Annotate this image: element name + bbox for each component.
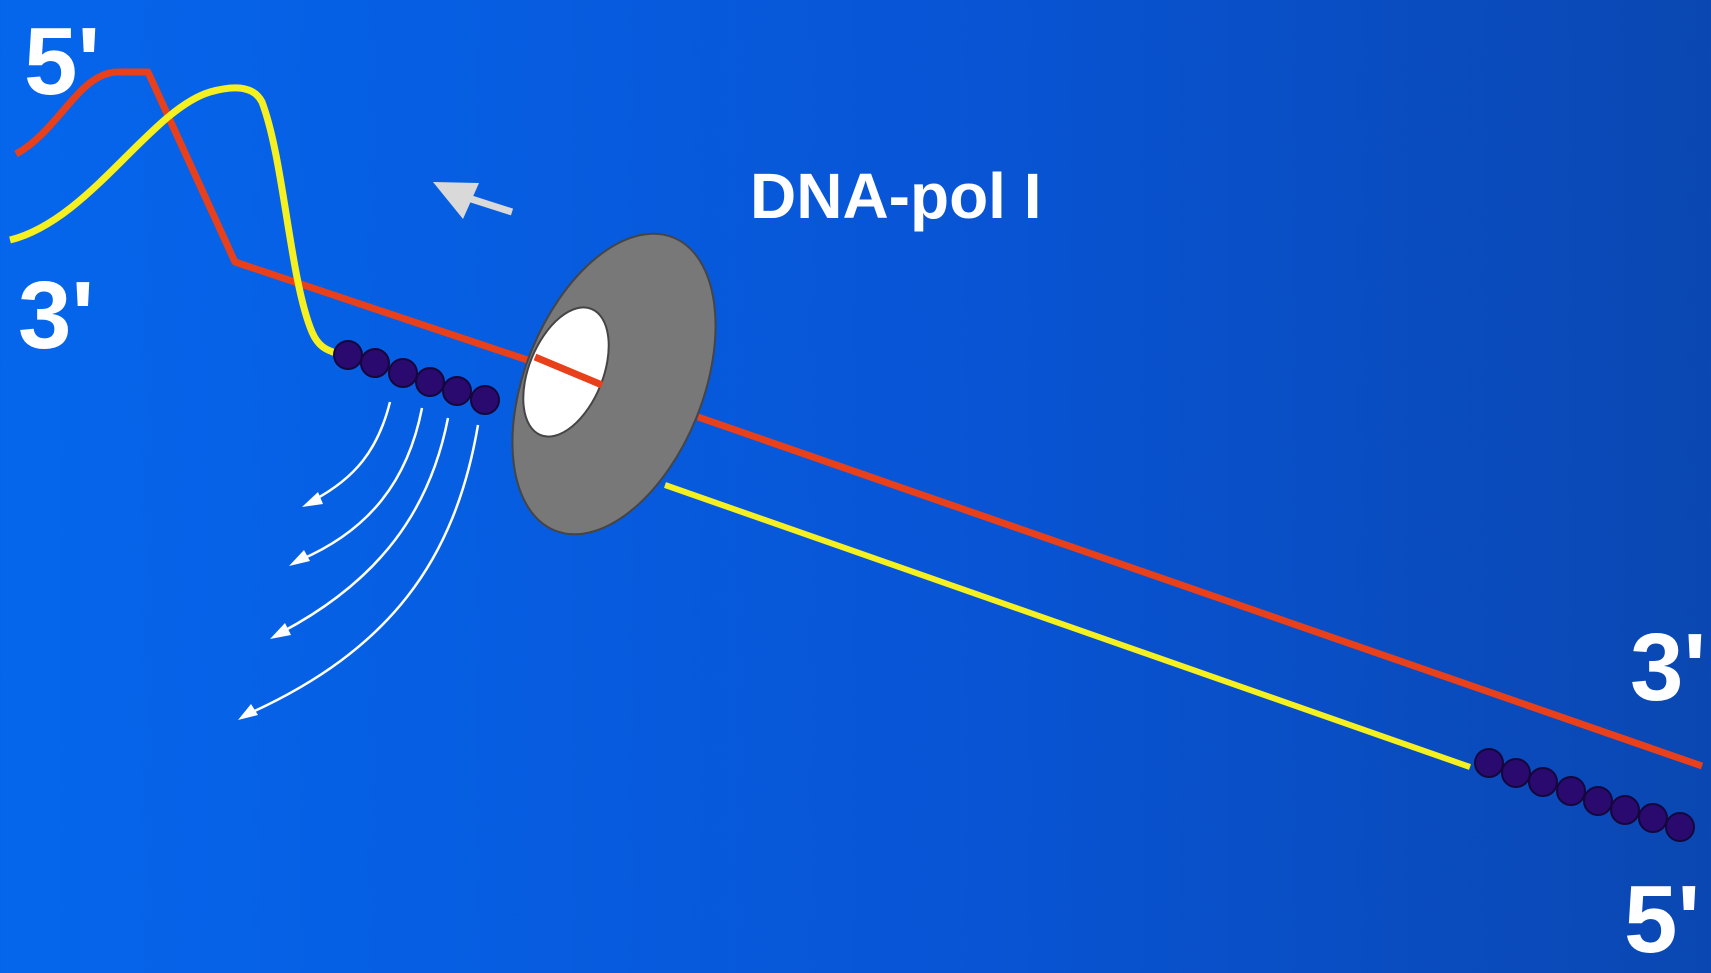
nucleotide bbox=[470, 385, 500, 415]
direction-arrow-icon bbox=[433, 182, 514, 219]
new-strand-right bbox=[664, 482, 1471, 770]
curved-arrow-icon bbox=[247, 424, 480, 716]
nucleotide-chain-left bbox=[333, 340, 500, 415]
nucleotide bbox=[360, 348, 390, 378]
arrowhead-icon bbox=[270, 623, 291, 639]
nucleotide bbox=[1610, 795, 1640, 825]
nucleotide bbox=[1665, 812, 1695, 842]
three-prime-top-left-label: 3' bbox=[18, 262, 95, 369]
nucleotide bbox=[442, 376, 472, 406]
nucleotide bbox=[333, 340, 363, 370]
five-prime-bottom-right-label: 5' bbox=[1624, 866, 1701, 973]
nucleotide bbox=[1638, 803, 1668, 833]
curved-arrow-icon bbox=[281, 417, 450, 634]
nucleotide-chain-right bbox=[1474, 748, 1695, 842]
nucleotide bbox=[388, 358, 418, 388]
nucleotide bbox=[1583, 786, 1613, 816]
template-strand-in-hole bbox=[533, 353, 604, 389]
nucleotide bbox=[1501, 758, 1531, 788]
enzyme-title: DNA-pol I bbox=[750, 160, 1042, 232]
five-prime-top-left-label: 5' bbox=[24, 8, 101, 115]
curved-arrow-icon bbox=[299, 407, 424, 562]
nucleotide bbox=[1528, 767, 1558, 797]
template-strand bbox=[14, 68, 604, 389]
curved-arrow-icon bbox=[313, 401, 392, 502]
nucleotide bbox=[1474, 748, 1504, 778]
new-strand-upper bbox=[9, 84, 338, 357]
arrowhead-icon bbox=[238, 704, 258, 720]
released-nucleotide-arrows bbox=[247, 401, 480, 716]
dna-polymerase-ring bbox=[511, 232, 717, 536]
template-strand-right bbox=[696, 413, 1704, 770]
three-prime-bottom-right-label: 3' bbox=[1630, 614, 1707, 721]
nucleotide bbox=[1556, 776, 1586, 806]
nucleotide bbox=[415, 367, 445, 397]
arrowhead-icon bbox=[289, 550, 310, 566]
arrowhead-icon bbox=[302, 492, 323, 507]
